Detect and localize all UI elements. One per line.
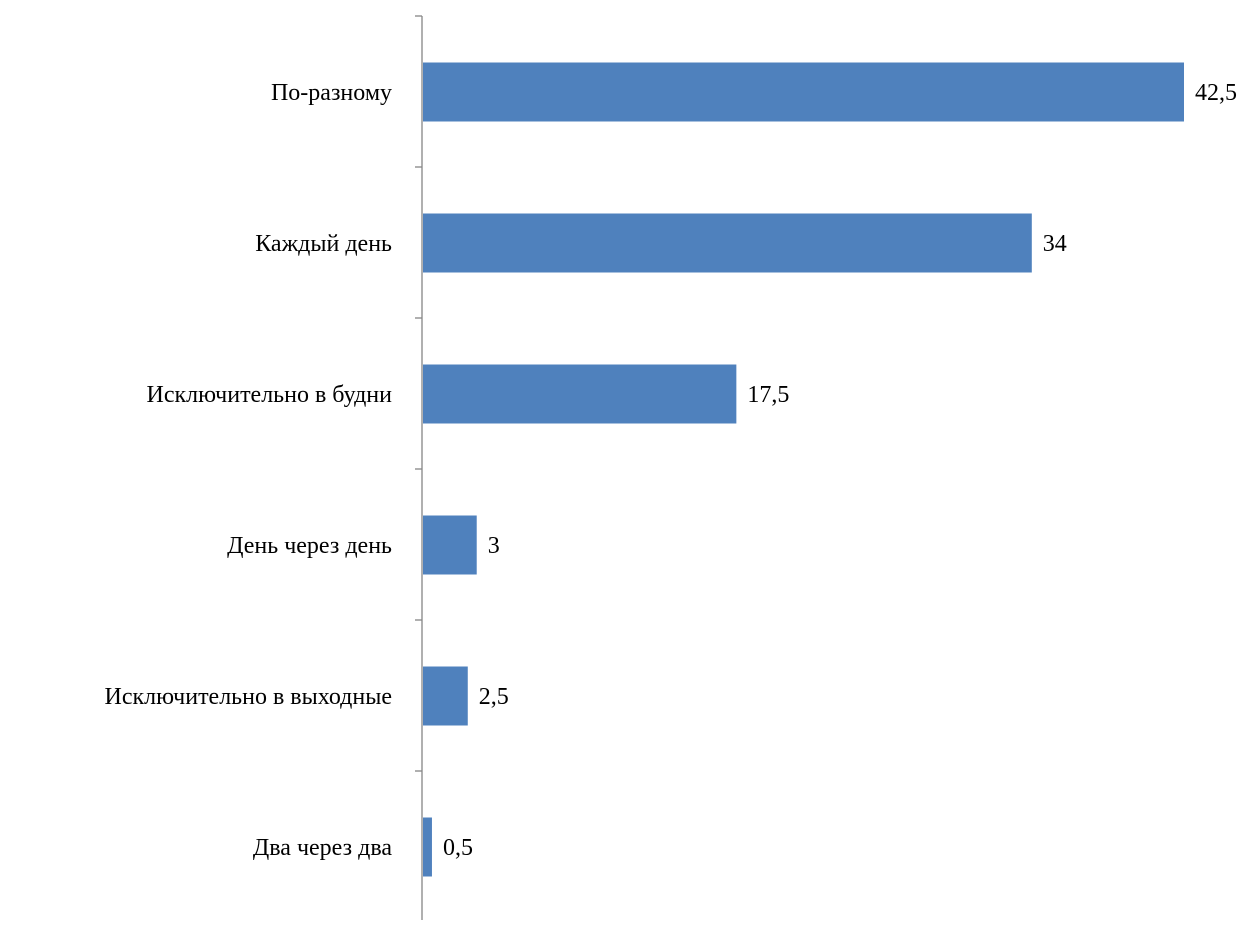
- value-label: 3: [488, 533, 500, 559]
- value-label: 42,5: [1195, 80, 1237, 106]
- labels-layer: По-разному 42,5 Каждый день 34 Исключительно…: [105, 80, 1237, 861]
- bar: [423, 666, 468, 726]
- value-label: 2,5: [479, 684, 509, 710]
- bars-layer: [423, 62, 1184, 877]
- category-label: Каждый день: [255, 231, 392, 257]
- category-label: День через день: [227, 533, 392, 559]
- bar: [423, 213, 1032, 273]
- category-label: По-разному: [271, 80, 392, 106]
- category-label: Исключительно в будни: [147, 382, 393, 408]
- category-label: Два через два: [253, 835, 392, 861]
- value-label: 0,5: [443, 835, 473, 861]
- bar: [423, 817, 432, 877]
- category-axis: [415, 15, 423, 920]
- bar: [423, 62, 1184, 122]
- category-label: Исключительно в выходные: [105, 684, 392, 710]
- value-label: 34: [1043, 231, 1067, 257]
- bar: [423, 364, 737, 424]
- value-label: 17,5: [747, 382, 789, 408]
- bar: [423, 515, 477, 575]
